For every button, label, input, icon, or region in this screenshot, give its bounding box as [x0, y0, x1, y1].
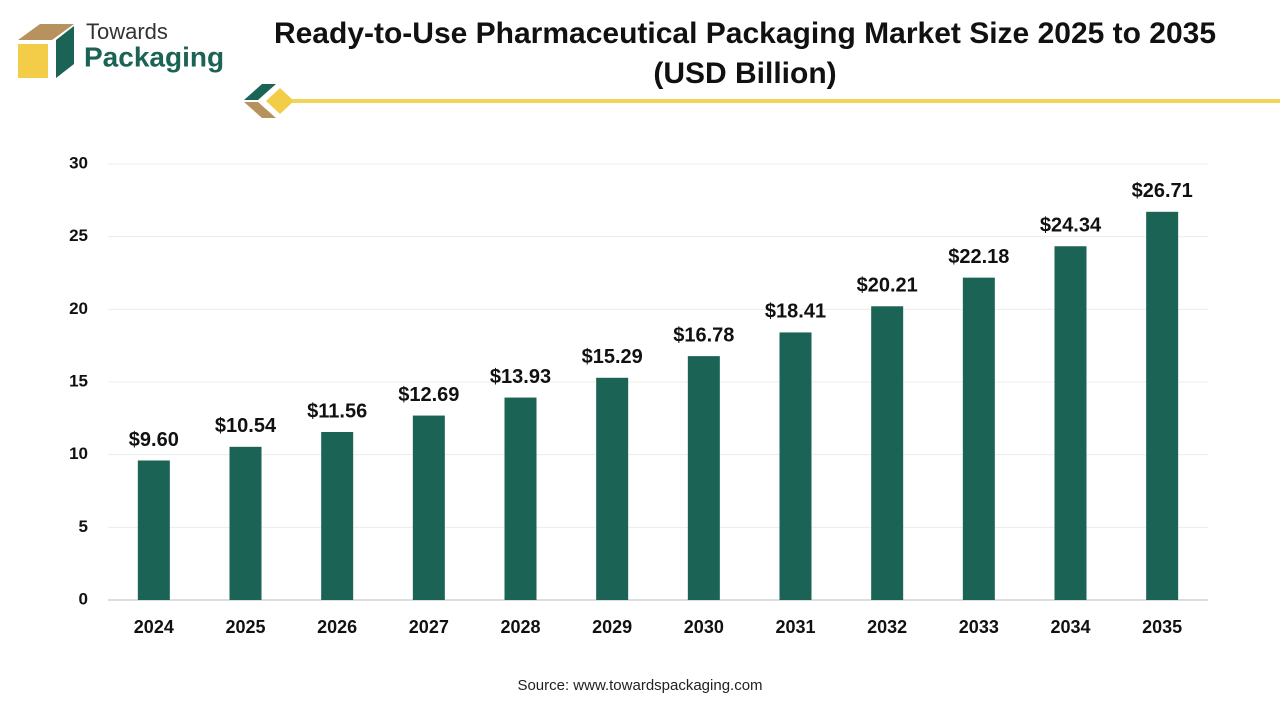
value-label: $15.29 [582, 346, 643, 368]
y-tick-label: 15 [69, 371, 88, 390]
y-tick-label: 5 [79, 517, 88, 536]
value-label: $18.41 [765, 301, 826, 323]
x-tick-label: 2031 [775, 617, 815, 637]
value-label: $10.54 [215, 415, 277, 437]
bar [412, 415, 445, 600]
x-tick-label: 2033 [959, 617, 999, 637]
x-tick-label: 2029 [592, 617, 632, 637]
value-label: $9.60 [129, 429, 179, 451]
bar [779, 332, 812, 600]
y-tick-label: 0 [79, 589, 88, 608]
bar [1146, 211, 1179, 600]
bar [871, 306, 904, 600]
logo-text: Packaging [84, 41, 224, 72]
bar [962, 277, 995, 600]
value-label: $26.71 [1132, 180, 1193, 202]
x-tick-label: 2026 [317, 617, 357, 637]
value-label: $11.56 [307, 400, 367, 422]
x-tick-label: 2028 [500, 617, 540, 637]
x-tick-label: 2027 [409, 617, 449, 637]
divider-ornament [244, 102, 276, 118]
divider-ornament [266, 88, 294, 114]
logo: Towards Packaging [18, 19, 224, 78]
source: Source: www.towardspackaging.com [517, 677, 762, 694]
bar [137, 460, 170, 600]
x-tick-label: 2024 [134, 617, 174, 637]
y-tick-label: 30 [69, 153, 88, 172]
bar [321, 431, 354, 600]
logo-text: Towards [86, 19, 168, 44]
bar [504, 397, 537, 600]
value-label: $20.21 [857, 275, 918, 297]
value-label: $22.18 [948, 246, 1009, 268]
x-tick-label: 2035 [1142, 617, 1182, 637]
value-label: $24.34 [1040, 215, 1102, 237]
x-tick-label: 2030 [684, 617, 724, 637]
x-tick-label: 2025 [225, 617, 265, 637]
chart-title: Ready-to-Use Pharmaceutical Packaging Ma… [273, 17, 1217, 90]
bar [687, 356, 720, 600]
bar [1054, 246, 1087, 600]
value-label: $12.69 [398, 384, 459, 406]
bar [229, 446, 262, 600]
y-tick-label: 10 [69, 444, 88, 463]
x-tick-label: 2034 [1050, 617, 1090, 637]
logo-box-top [18, 24, 74, 40]
y-tick-label: 25 [69, 226, 88, 245]
y-tick-label: 20 [69, 299, 88, 318]
bar [596, 377, 629, 600]
value-label: $13.93 [490, 366, 551, 388]
logo-box-front [18, 44, 48, 78]
divider-ornament [244, 84, 276, 100]
x-tick-label: 2032 [867, 617, 907, 637]
value-label: $16.78 [673, 324, 734, 346]
logo-box-side [56, 26, 74, 78]
